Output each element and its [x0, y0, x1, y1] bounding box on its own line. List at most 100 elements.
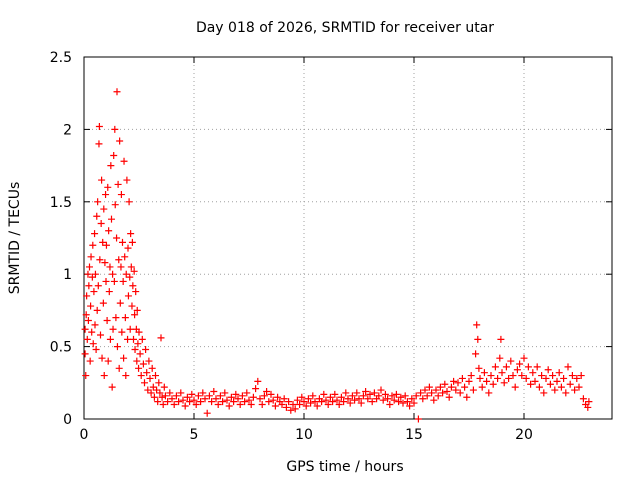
- data-point: [342, 389, 350, 397]
- data-point: [115, 256, 123, 264]
- data-point: [109, 270, 117, 278]
- data-point: [113, 88, 121, 96]
- data-point: [531, 377, 539, 385]
- data-point: [553, 377, 561, 385]
- data-point: [443, 387, 451, 395]
- data-point: [216, 392, 224, 400]
- data-point: [524, 363, 532, 371]
- data-point: [97, 331, 104, 339]
- data-point: [476, 374, 484, 382]
- data-point: [473, 321, 481, 329]
- data-point: [331, 390, 339, 398]
- data-point: [577, 372, 585, 380]
- data-point: [566, 380, 574, 388]
- data-point: [158, 393, 166, 401]
- data-point: [225, 402, 233, 410]
- data-point: [326, 393, 334, 401]
- data-point: [505, 374, 513, 382]
- data-point: [123, 176, 131, 184]
- data-point: [205, 392, 213, 400]
- data-point: [159, 401, 167, 409]
- x-axis-label: GPS time / hours: [286, 459, 403, 475]
- data-point: [208, 398, 216, 406]
- data-point: [538, 372, 546, 380]
- data-point: [106, 263, 114, 271]
- axis-ticks: 0 5 10 15 20 0 0.5 1 1.5 2 2.5: [50, 50, 612, 443]
- data-point: [111, 201, 119, 209]
- data-point: [223, 396, 231, 404]
- data-point: [475, 364, 483, 372]
- data-point: [113, 234, 121, 242]
- data-point: [584, 403, 592, 411]
- data-point: [84, 317, 92, 325]
- data-point: [575, 383, 583, 391]
- data-point: [384, 395, 392, 403]
- data-point: [96, 256, 104, 264]
- data-point: [100, 205, 108, 213]
- data-point: [399, 399, 407, 407]
- data-point: [111, 125, 119, 133]
- data-point: [271, 402, 279, 410]
- data-point: [148, 364, 156, 372]
- data-point: [186, 398, 194, 406]
- data-point: [102, 191, 110, 199]
- data-point: [252, 385, 260, 393]
- data-point: [564, 363, 572, 371]
- data-point: [181, 402, 189, 410]
- data-point: [333, 396, 341, 404]
- data-point: [175, 398, 183, 406]
- data-point: [137, 372, 145, 380]
- data-point: [527, 380, 535, 388]
- y-axis-label: SRMTID / TECUs: [7, 182, 23, 295]
- y-tick-label: 0.5: [50, 340, 72, 356]
- data-point: [127, 230, 135, 238]
- data-point: [157, 334, 165, 342]
- data-point: [135, 364, 143, 372]
- data-point: [340, 398, 348, 406]
- data-point: [324, 401, 332, 409]
- data-point: [256, 395, 264, 403]
- data-point: [114, 180, 122, 188]
- data-point: [97, 220, 105, 228]
- data-point: [160, 383, 168, 391]
- x-tick-label: 10: [295, 427, 313, 443]
- data-point: [84, 270, 92, 278]
- data-point: [154, 398, 162, 406]
- data-point: [494, 374, 502, 382]
- data-point: [386, 401, 394, 409]
- x-tick-label: 15: [405, 427, 423, 443]
- data-point: [410, 399, 418, 407]
- data-point: [474, 335, 482, 343]
- data-point: [518, 372, 526, 380]
- data-point: [92, 345, 100, 353]
- data-point: [421, 386, 429, 394]
- data-point: [430, 396, 438, 404]
- data-point: [401, 392, 409, 400]
- data-point: [230, 398, 238, 406]
- data-point: [571, 386, 579, 394]
- data-point: [304, 395, 312, 403]
- data-point: [121, 253, 129, 261]
- data-point: [516, 360, 524, 368]
- y-tick-label: 0: [63, 412, 72, 428]
- data-point: [122, 372, 130, 380]
- data-point: [103, 317, 111, 325]
- data-point: [105, 227, 113, 235]
- data-point: [546, 380, 554, 388]
- data-point: [194, 392, 202, 400]
- y-tick-label: 2: [63, 122, 72, 138]
- data-point: [164, 398, 172, 406]
- data-point: [91, 230, 99, 238]
- data-point: [105, 288, 113, 296]
- data-point: [190, 396, 198, 404]
- data-point: [542, 374, 550, 382]
- data-point: [232, 390, 240, 398]
- data-point: [172, 392, 180, 400]
- data-point: [579, 395, 587, 403]
- data-point: [417, 389, 425, 397]
- data-point: [414, 415, 422, 423]
- data-point: [335, 401, 343, 409]
- data-point: [147, 389, 155, 397]
- data-point: [117, 191, 125, 199]
- data-point: [450, 377, 458, 385]
